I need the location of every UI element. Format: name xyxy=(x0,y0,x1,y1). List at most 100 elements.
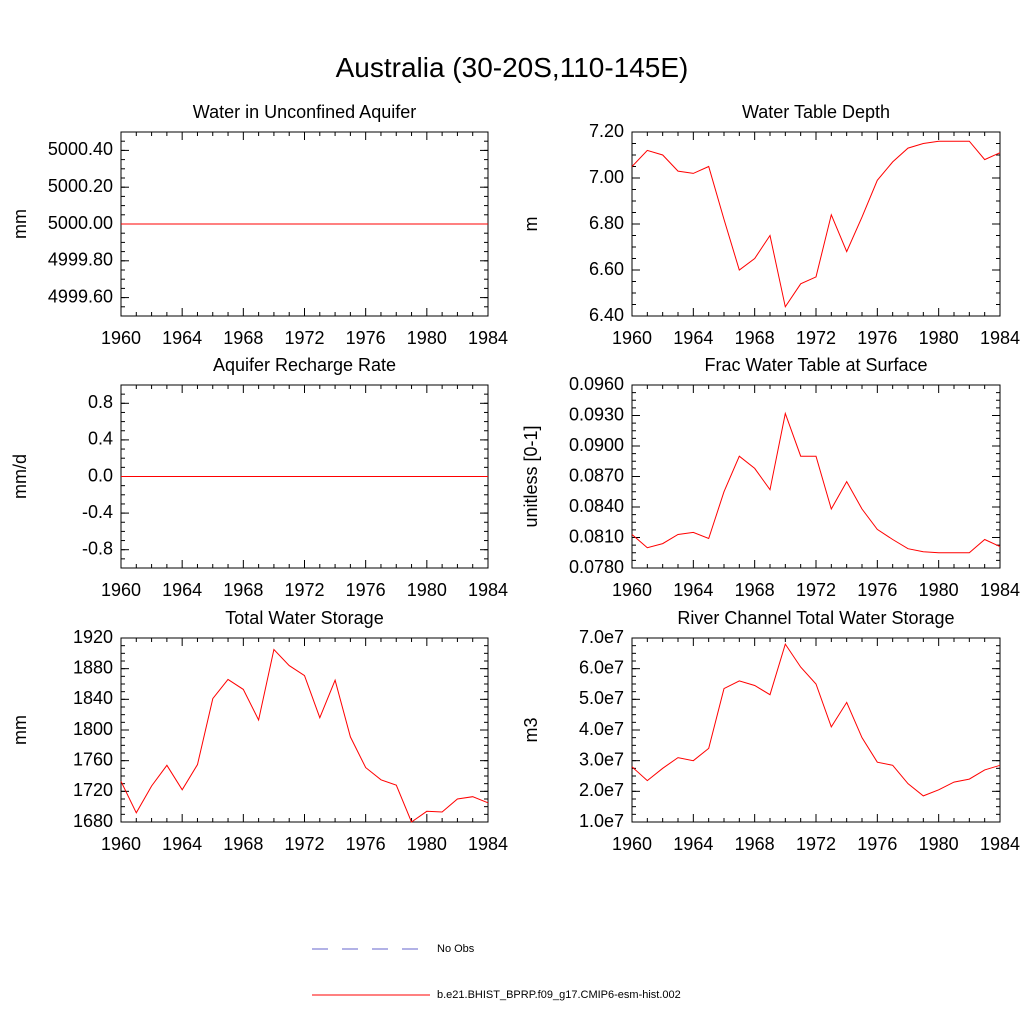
chart2-ytick-label: 6.60 xyxy=(589,259,624,279)
chart6-ytick-label: 3.0e7 xyxy=(579,749,624,769)
chart4-ytick-label: 0.0840 xyxy=(569,496,624,516)
chart1-xtick-label: 1972 xyxy=(284,328,324,348)
chart4-xtick-label: 1960 xyxy=(612,580,652,600)
chart6-title: River Channel Total Water Storage xyxy=(677,608,954,628)
chart2-ytick-label: 7.20 xyxy=(589,121,624,141)
chart5-xtick-label: 1968 xyxy=(223,834,263,854)
chart4-ytick-label: 0.0810 xyxy=(569,526,624,546)
chart1-ytick-label: 4999.80 xyxy=(48,250,113,270)
chart5-xtick-label: 1960 xyxy=(101,834,141,854)
chart2-xtick-label: 1968 xyxy=(735,328,775,348)
chart5-xtick-label: 1984 xyxy=(468,834,508,854)
chart3-ylabel: mm/d xyxy=(10,454,30,499)
chart4-xtick-label: 1968 xyxy=(735,580,775,600)
chart2-title: Water Table Depth xyxy=(742,102,890,122)
chart2-ytick-label: 6.40 xyxy=(589,305,624,325)
chart4-title: Frac Water Table at Surface xyxy=(704,355,927,375)
chart4-ytick-label: 0.0780 xyxy=(569,557,624,577)
chart5-ytick-label: 1760 xyxy=(73,749,113,769)
chart2-ytick-label: 7.00 xyxy=(589,167,624,187)
chart4-ytick-label: 0.0870 xyxy=(569,465,624,485)
chart5-series-line xyxy=(120,648,489,823)
chart1-xtick-label: 1960 xyxy=(101,328,141,348)
chart6-xtick-label: 1980 xyxy=(919,834,959,854)
chart5-ytick-label: 1800 xyxy=(73,719,113,739)
chart3-xtick-label: 1984 xyxy=(468,580,508,600)
chart3-ytick-label: 0.8 xyxy=(88,392,113,412)
chart6-ytick-label: 1.0e7 xyxy=(579,811,624,831)
chart6-series-line xyxy=(631,642,1001,797)
page-title: Australia (30-20S,110-145E) xyxy=(335,52,689,83)
chart6-frame xyxy=(631,637,1001,823)
chart5-ytick-label: 1880 xyxy=(73,657,113,677)
chart1-ytick-label: 4999.60 xyxy=(48,286,113,306)
chart2-frame xyxy=(631,131,1001,317)
chart3-xtick-label: 1964 xyxy=(162,580,202,600)
chart3-xtick-label: 1960 xyxy=(101,580,141,600)
chart2-ylabel: m xyxy=(521,217,541,232)
chart5-xtick-label: 1976 xyxy=(346,834,386,854)
chart4-xtick-label: 1976 xyxy=(857,580,897,600)
chart4-frame xyxy=(631,384,1001,569)
chart2-ytick-label: 6.80 xyxy=(589,213,624,233)
chart3-ytick-label: -0.4 xyxy=(82,502,113,522)
chart5-ylabel: mm xyxy=(10,715,30,745)
chart2-xtick-label: 1964 xyxy=(673,328,713,348)
chart1-ytick-label: 5000.40 xyxy=(48,139,113,159)
chart1-xtick-label: 1984 xyxy=(468,328,508,348)
chart6-ytick-label: 7.0e7 xyxy=(579,627,624,647)
chart4-xtick-label: 1984 xyxy=(980,580,1020,600)
chart6-xtick-label: 1976 xyxy=(857,834,897,854)
chart1-ytick-label: 5000.00 xyxy=(48,213,113,233)
chart6-ytick-label: 4.0e7 xyxy=(579,719,624,739)
chart5-xtick-label: 1972 xyxy=(284,834,324,854)
chart1-ytick-label: 5000.20 xyxy=(48,176,113,196)
chart4-xtick-label: 1972 xyxy=(796,580,836,600)
chart4-ytick-label: 0.0960 xyxy=(569,374,624,394)
chart1-xtick-label: 1980 xyxy=(407,328,447,348)
chart2-xtick-label: 1972 xyxy=(796,328,836,348)
chart6-xtick-label: 1984 xyxy=(980,834,1020,854)
chart3-ytick-label: 0.0 xyxy=(88,465,113,485)
chart6-ylabel: m3 xyxy=(521,717,541,742)
chart1-title: Water in Unconfined Aquifer xyxy=(193,102,416,122)
chart1-ylabel: mm xyxy=(10,209,30,239)
legend-label: No Obs xyxy=(437,943,475,955)
chart3-xtick-label: 1976 xyxy=(346,580,386,600)
chart3-xtick-label: 1980 xyxy=(407,580,447,600)
chart5-frame xyxy=(120,637,489,823)
chart2-xtick-label: 1984 xyxy=(980,328,1020,348)
chart4-xtick-label: 1964 xyxy=(673,580,713,600)
chart5-title: Total Water Storage xyxy=(225,608,383,628)
chart4-series-line xyxy=(631,411,1001,554)
chart3-ytick-label: -0.8 xyxy=(82,538,113,558)
chart3-xtick-label: 1972 xyxy=(284,580,324,600)
chart5-ytick-label: 1920 xyxy=(73,627,113,647)
chart5-xtick-label: 1980 xyxy=(407,834,447,854)
chart1-xtick-label: 1964 xyxy=(162,328,202,348)
chart4-ytick-label: 0.0900 xyxy=(569,435,624,455)
chart2-xtick-label: 1980 xyxy=(919,328,959,348)
chart4-ytick-label: 0.0930 xyxy=(569,404,624,424)
chart2-series-line xyxy=(631,140,1001,309)
chart5-xtick-label: 1964 xyxy=(162,834,202,854)
chart3-xtick-label: 1968 xyxy=(223,580,263,600)
chart1-xtick-label: 1976 xyxy=(346,328,386,348)
chart6-xtick-label: 1964 xyxy=(673,834,713,854)
chart6-xtick-label: 1960 xyxy=(612,834,652,854)
chart5-ytick-label: 1840 xyxy=(73,688,113,708)
chart3-title: Aquifer Recharge Rate xyxy=(213,355,396,375)
chart5-ytick-label: 1720 xyxy=(73,780,113,800)
chart1-xtick-label: 1968 xyxy=(223,328,263,348)
chart6-ytick-label: 6.0e7 xyxy=(579,657,624,677)
chart4-xtick-label: 1980 xyxy=(919,580,959,600)
legend-label: b.e21.BHIST_BPRP.f09_g17.CMIP6-esm-hist.… xyxy=(437,989,681,1001)
chart2-xtick-label: 1960 xyxy=(612,328,652,348)
chart5-ytick-label: 1680 xyxy=(73,811,113,831)
chart2-xtick-label: 1976 xyxy=(857,328,897,348)
chart3-ytick-label: 0.4 xyxy=(88,429,113,449)
chart6-ytick-label: 5.0e7 xyxy=(579,688,624,708)
chart4-ylabel: unitless [0-1] xyxy=(521,425,541,527)
chart6-xtick-label: 1968 xyxy=(735,834,775,854)
